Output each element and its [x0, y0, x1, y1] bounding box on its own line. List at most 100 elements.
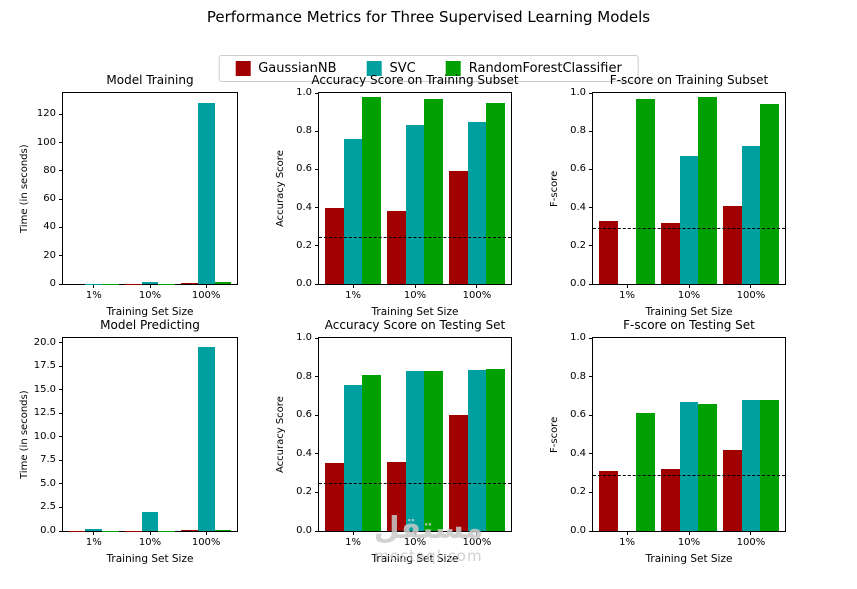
x-tick-mark — [149, 531, 151, 535]
legend-label: SVC — [389, 61, 416, 76]
y-tick-label: 0.2 — [570, 239, 586, 251]
x-tick-label: 100% — [736, 537, 766, 548]
y-tick-mark — [59, 506, 63, 508]
x-axis-label: Training Set Size — [371, 306, 459, 318]
y-tick-mark — [59, 530, 63, 532]
y-tick-mark — [589, 530, 593, 532]
x-tick-mark — [205, 531, 207, 535]
subplot-model-predicting: Model Predicting Time (in seconds) Train… — [19, 318, 238, 565]
y-tick-label: 0.2 — [296, 486, 312, 498]
x-tick-label: 1% — [345, 290, 361, 301]
y-tick-mark — [589, 92, 593, 94]
baseline-dashed-line — [593, 474, 785, 476]
x-tick-label: 10% — [403, 537, 427, 548]
y-tick-label: 0.8 — [296, 370, 312, 382]
y-tick-mark — [589, 376, 593, 378]
bar-randomforestclassifier-10% — [698, 96, 717, 284]
y-tick-mark — [315, 337, 319, 339]
y-axis-label: Accuracy Score — [275, 150, 286, 227]
bar-randomforestclassifier-1% — [636, 98, 655, 284]
y-axis-label: F-score — [549, 416, 560, 453]
bar-svc-10% — [141, 281, 159, 284]
y-tick-mark — [589, 207, 593, 209]
x-tick-mark — [352, 531, 354, 535]
bar-randomforestclassifier-100% — [486, 368, 505, 531]
y-tick-label: 60 — [43, 193, 56, 205]
bar-svc-100% — [197, 102, 215, 284]
subplot-accuracy-testing: Accuracy Score on Testing Set Accuracy S… — [275, 318, 512, 565]
plot-area: 0.0 0.2 0.4 0.6 0.8 1.0 1% 10% 100% — [296, 332, 512, 548]
y-axis-label: Time (in seconds) — [19, 390, 30, 479]
y-tick-mark — [59, 113, 63, 115]
legend: GaussianNB SVC RandomForestClassifier — [218, 55, 639, 82]
y-axis-label: Time (in seconds) — [19, 144, 30, 233]
bar-gaussiannb-1% — [325, 463, 344, 531]
bar-randomforestclassifier-1% — [362, 96, 381, 284]
y-tick-mark — [59, 483, 63, 485]
y-tick-label: 0.4 — [570, 447, 586, 459]
y-tick-label: 1.0 — [296, 332, 312, 343]
bar-gaussiannb-100% — [180, 283, 198, 284]
subplot-title: Model Training — [106, 73, 194, 87]
plot-area: 0.0 2.5 5.0 7.5 10.0 12.5 15.0 17.5 20.0 1% 10% 100… — [34, 337, 238, 548]
bar-randomforestclassifier-10% — [424, 370, 443, 531]
subplot-title: Accuracy Score on Training Subset — [311, 73, 519, 87]
y-tick-label: 0.8 — [296, 125, 312, 137]
y-tick-label: 0.4 — [296, 447, 312, 459]
bar-svc-10% — [679, 401, 699, 531]
bar-randomforestclassifier-1% — [636, 413, 655, 531]
y-axis-label: F-score — [549, 170, 560, 207]
y-tick-label: 0.6 — [570, 409, 586, 421]
randomforest-color-swatch — [445, 61, 461, 76]
bar-svc-100% — [197, 347, 215, 531]
y-tick-label: 20.0 — [33, 336, 56, 348]
x-tick-mark — [414, 531, 416, 535]
x-tick-label: 1% — [85, 537, 102, 548]
y-tick-mark — [589, 168, 593, 170]
x-tick-mark — [414, 284, 416, 288]
y-tick-mark — [59, 226, 63, 228]
subplot-title: Model Predicting — [100, 318, 200, 332]
gaussiannb-color-swatch — [235, 61, 251, 76]
bar-gaussiannb-100% — [449, 415, 468, 531]
y-tick-mark — [315, 92, 319, 94]
y-axis-label: Accuracy Score — [275, 396, 286, 473]
y-tick-mark — [315, 245, 319, 247]
bar-svc-10% — [141, 512, 159, 531]
x-tick-mark — [352, 284, 354, 288]
x-tick-mark — [149, 284, 151, 288]
y-tick-mark — [315, 530, 319, 532]
y-tick-label: 0.4 — [570, 201, 586, 213]
y-tick-mark — [589, 414, 593, 416]
bar-svc-100% — [741, 399, 761, 531]
y-tick-mark — [59, 170, 63, 172]
x-tick-mark — [205, 284, 207, 288]
bar-gaussiannb-10% — [661, 222, 680, 284]
x-tick-label: 10% — [403, 290, 427, 301]
figure-title: Performance Metrics for Three Supervised… — [206, 8, 651, 26]
y-tick-mark — [59, 389, 63, 391]
x-tick-label: 1% — [619, 537, 635, 548]
baseline-dashed-line — [319, 236, 511, 238]
y-tick-label: 0.0 — [570, 278, 586, 289]
legend-item-gaussiannb: GaussianNB — [235, 61, 337, 76]
legend-label: RandomForestClassifier — [468, 61, 622, 76]
x-axis-label: Training Set Size — [106, 553, 194, 565]
x-tick-label: 100% — [462, 290, 492, 301]
x-tick-label: 100% — [191, 290, 221, 301]
y-tick-label: 100 — [36, 136, 56, 148]
x-tick-mark — [626, 531, 628, 535]
bar-randomforestclassifier-100% — [486, 102, 505, 284]
y-tick-mark — [59, 342, 63, 344]
y-tick-label: 0.6 — [296, 409, 312, 421]
y-tick-label: 0.6 — [570, 163, 586, 175]
subplot-title: F-score on Training Subset — [609, 73, 769, 87]
y-tick-mark — [59, 365, 63, 367]
bar-svc-100% — [741, 146, 761, 284]
bar-svc-100% — [467, 121, 487, 284]
bar-randomforestclassifier-1% — [362, 374, 381, 531]
y-tick-label: 0.6 — [296, 163, 312, 175]
y-tick-mark — [589, 283, 593, 285]
bar-gaussiannb-1% — [599, 220, 618, 284]
y-tick-mark — [315, 453, 319, 455]
